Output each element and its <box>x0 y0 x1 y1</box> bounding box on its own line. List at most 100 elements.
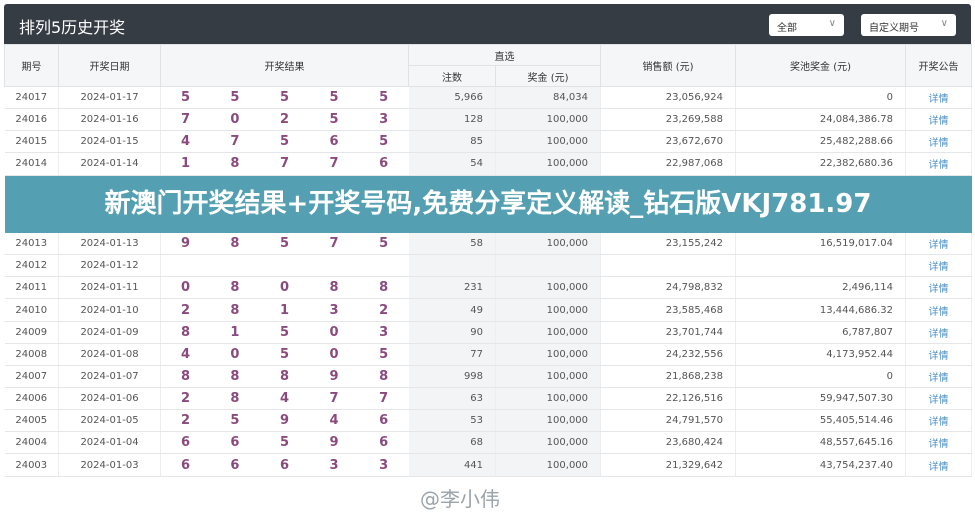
sales-cell: 24,232,556 <box>600 343 737 366</box>
pool-cell: 55,405,514.46 <box>735 409 907 433</box>
digit-cell: 7 <box>160 108 211 132</box>
period-cell: 24003 <box>4 453 59 477</box>
digit-cell: 1 <box>210 321 260 344</box>
digit-cell: 6 <box>210 431 260 455</box>
detail-link[interactable]: 详情 <box>905 86 973 110</box>
count-cell: 68 <box>408 431 497 455</box>
col-sales: 销售额 (元) <box>600 44 737 87</box>
digit-cell: 1 <box>259 298 310 322</box>
pool-cell: 13,444,686.32 <box>735 298 907 322</box>
overlay-banner: 新澳门开奖结果+开奖号码,免费分享定义解读_钻石版VKJ781.97 <box>4 175 972 233</box>
results-table: 期号 开奖日期 开奖结果 直选 销售额 (元) 奖池奖金 (元) 开奖公告 注数… <box>4 44 973 477</box>
count-cell: 49 <box>408 298 497 322</box>
filter-select-value: 全部 <box>777 23 797 34</box>
count-cell: 54 <box>408 152 497 176</box>
sales-cell: 23,056,924 <box>600 86 737 110</box>
count-cell: 441 <box>408 453 497 477</box>
table-row: 24017 2024-01-17 5 5 5 5 5 5,966 84,034 23,056,92… <box>4 86 973 110</box>
detail-link[interactable]: 详情 <box>905 343 973 366</box>
digit-cell: 6 <box>210 453 260 477</box>
digit-cell: 5 <box>259 343 310 366</box>
chevron-down-icon: ∨ <box>828 18 836 29</box>
digit-cell: 2 <box>160 409 211 433</box>
digit-cell: 4 <box>259 387 310 411</box>
digit-cell <box>210 254 260 278</box>
digit-cell: 0 <box>309 343 359 366</box>
detail-link[interactable]: 详情 <box>905 108 973 132</box>
digit-cell: 4 <box>160 343 211 366</box>
digit-cell: 8 <box>259 365 310 389</box>
digit-cell: 6 <box>160 453 211 477</box>
period-cell: 24009 <box>4 321 59 344</box>
digit-cell <box>160 254 211 278</box>
digit-cell: 6 <box>358 152 409 176</box>
detail-link[interactable]: 详情 <box>905 365 973 389</box>
detail-link[interactable]: 详情 <box>905 431 973 455</box>
prize-cell: 100,000 <box>495 232 602 256</box>
detail-link[interactable]: 详情 <box>905 130 973 154</box>
digit-cell: 5 <box>358 130 409 154</box>
digit-cell: 5 <box>358 343 409 366</box>
sales-cell: 23,701,744 <box>600 321 737 344</box>
period-cell: 24012 <box>4 254 59 278</box>
sales-cell: 22,126,516 <box>600 387 737 411</box>
period-select[interactable]: 自定义期号 ∨ <box>861 14 956 36</box>
col-prize: 奖金 (元) <box>495 65 602 87</box>
prize-cell: 100,000 <box>495 387 602 411</box>
digit-cell: 7 <box>358 387 409 411</box>
prize-cell: 100,000 <box>495 152 602 176</box>
prize-cell: 100,000 <box>495 321 602 344</box>
sales-cell: 22,987,068 <box>600 152 737 176</box>
digit-cell: 3 <box>358 108 409 132</box>
pool-cell: 43,754,237.40 <box>735 453 907 477</box>
period-cell: 24015 <box>4 130 59 154</box>
detail-link[interactable]: 详情 <box>905 276 973 300</box>
table-row: 24012 2024-01-12 详情 <box>4 254 973 278</box>
detail-link[interactable]: 详情 <box>905 321 973 344</box>
table-row: 24014 2024-01-14 1 8 7 7 6 54 100,000 22,987,068 2… <box>4 152 973 176</box>
watermark: @李小伟 <box>420 486 500 511</box>
date-cell: 2024-01-06 <box>58 387 161 411</box>
digit-cell: 1 <box>160 152 211 176</box>
detail-link[interactable]: 详情 <box>905 387 973 411</box>
digit-cell: 8 <box>358 276 409 300</box>
table-row: 24004 2024-01-04 6 6 5 9 6 68 100,000 23,680,424 4… <box>4 431 973 455</box>
count-cell: 53 <box>408 409 497 433</box>
detail-link[interactable]: 详情 <box>905 152 973 176</box>
digit-cell: 0 <box>259 276 310 300</box>
digit-cell: 6 <box>259 453 310 477</box>
pool-cell: 0 <box>735 365 907 389</box>
count-cell: 998 <box>408 365 497 389</box>
digit-cell: 5 <box>358 86 409 110</box>
sales-cell: 23,680,424 <box>600 431 737 455</box>
detail-link[interactable]: 详情 <box>905 254 973 278</box>
digit-cell: 8 <box>358 365 409 389</box>
table-row: 24011 2024-01-11 0 8 0 8 8 231 100,000 24,798,832… <box>4 276 973 300</box>
detail-link[interactable]: 详情 <box>905 453 973 477</box>
digit-cell: 2 <box>259 108 310 132</box>
prize-cell: 100,000 <box>495 276 602 300</box>
digit-cell: 5 <box>259 321 310 344</box>
period-cell: 24013 <box>4 232 59 256</box>
date-cell: 2024-01-07 <box>58 365 161 389</box>
sales-cell: 21,329,642 <box>600 453 737 477</box>
digit-cell <box>309 254 359 278</box>
digit-cell: 8 <box>160 321 211 344</box>
date-cell: 2024-01-12 <box>58 254 161 278</box>
digit-cell: 5 <box>210 86 260 110</box>
sales-cell: 23,269,588 <box>600 108 737 132</box>
period-cell: 24010 <box>4 298 59 322</box>
pool-cell: 16,519,017.04 <box>735 232 907 256</box>
detail-link[interactable]: 详情 <box>905 298 973 322</box>
detail-link[interactable]: 详情 <box>905 409 973 433</box>
pool-cell: 0 <box>735 86 907 110</box>
sales-cell: 23,672,670 <box>600 130 737 154</box>
chevron-down-icon: ∨ <box>940 18 948 29</box>
pool-cell: 24,084,386.78 <box>735 108 907 132</box>
digit-cell: 0 <box>160 276 211 300</box>
detail-link[interactable]: 详情 <box>905 232 973 256</box>
filter-select[interactable]: 全部 ∨ <box>769 14 844 36</box>
digit-cell <box>358 254 409 278</box>
digit-cell <box>259 254 310 278</box>
col-notice: 开奖公告 <box>905 44 973 87</box>
